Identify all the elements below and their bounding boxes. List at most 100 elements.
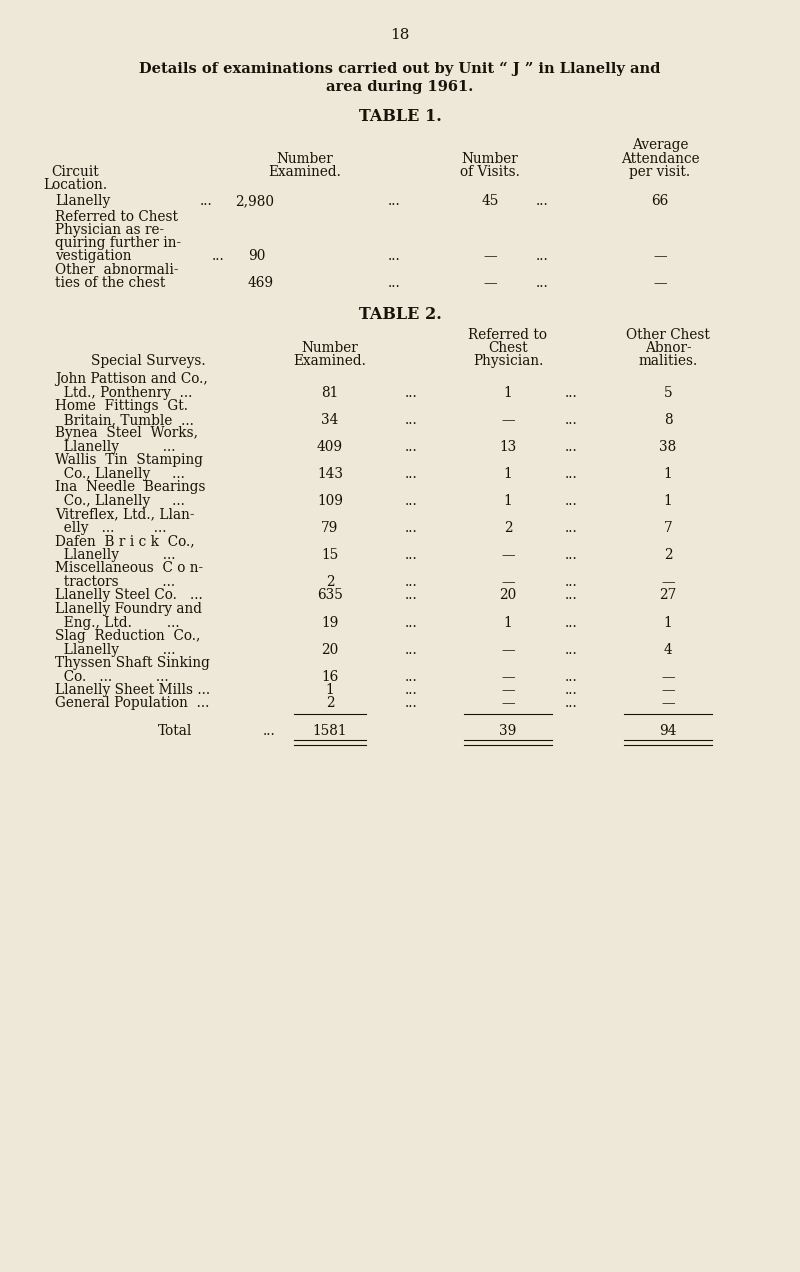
Text: Eng., Ltd.        ...: Eng., Ltd. ... — [55, 616, 180, 630]
Text: vestigation: vestigation — [55, 249, 131, 263]
Text: 38: 38 — [659, 440, 677, 454]
Text: 20: 20 — [322, 644, 338, 658]
Text: 20: 20 — [499, 588, 517, 602]
Text: ...: ... — [565, 670, 578, 684]
Text: malities.: malities. — [638, 354, 698, 368]
Text: Britain, Tumble  ...: Britain, Tumble ... — [55, 413, 194, 427]
Text: —: — — [653, 276, 667, 290]
Text: Co.   ...          ...: Co. ... ... — [55, 670, 169, 684]
Text: 409: 409 — [317, 440, 343, 454]
Text: Llanelly          ...: Llanelly ... — [55, 440, 175, 454]
Text: ...: ... — [565, 385, 578, 399]
Text: Other Chest: Other Chest — [626, 328, 710, 342]
Text: ...: ... — [565, 522, 578, 536]
Text: ...: ... — [405, 522, 418, 536]
Text: ...: ... — [388, 249, 401, 263]
Text: Examined.: Examined. — [269, 165, 342, 179]
Text: Average: Average — [632, 137, 688, 151]
Text: ...: ... — [565, 588, 578, 602]
Text: ...: ... — [536, 249, 549, 263]
Text: ...: ... — [405, 467, 418, 481]
Text: Special Surveys.: Special Surveys. — [90, 354, 206, 368]
Text: John Pattison and Co.,: John Pattison and Co., — [55, 371, 208, 385]
Text: Ina  Needle  Bearings: Ina Needle Bearings — [55, 480, 206, 494]
Text: Thyssen Shaft Sinking: Thyssen Shaft Sinking — [55, 656, 210, 670]
Text: ...: ... — [405, 413, 418, 427]
Text: Number: Number — [302, 341, 358, 355]
Text: ...: ... — [565, 575, 578, 589]
Text: Abnor-: Abnor- — [645, 341, 691, 355]
Text: 1: 1 — [664, 467, 672, 481]
Text: Physician as re-: Physician as re- — [55, 223, 164, 237]
Text: 45: 45 — [482, 195, 498, 209]
Text: Circuit: Circuit — [51, 165, 99, 179]
Text: Bynea  Steel  Works,: Bynea Steel Works, — [55, 426, 198, 440]
Text: Attendance: Attendance — [621, 151, 699, 167]
Text: —: — — [501, 683, 515, 697]
Text: of Visits.: of Visits. — [460, 165, 520, 179]
Text: TABLE 2.: TABLE 2. — [358, 307, 442, 323]
Text: Total: Total — [158, 724, 192, 738]
Text: ...: ... — [565, 616, 578, 630]
Text: Llanelly: Llanelly — [55, 195, 110, 209]
Text: TABLE 1.: TABLE 1. — [358, 108, 442, 125]
Text: ...: ... — [405, 575, 418, 589]
Text: area during 1961.: area during 1961. — [326, 80, 474, 94]
Text: 143: 143 — [317, 467, 343, 481]
Text: 27: 27 — [659, 588, 677, 602]
Text: 1: 1 — [664, 494, 672, 508]
Text: 34: 34 — [322, 413, 338, 427]
Text: ...: ... — [565, 644, 578, 658]
Text: Ltd., Ponthenry  ...: Ltd., Ponthenry ... — [55, 385, 192, 399]
Text: ...: ... — [536, 195, 549, 209]
Text: Referred to: Referred to — [469, 328, 547, 342]
Text: —: — — [661, 575, 675, 589]
Text: Referred to Chest: Referred to Chest — [55, 210, 178, 224]
Text: General Population  ...: General Population ... — [55, 696, 210, 710]
Text: ...: ... — [565, 548, 578, 562]
Text: ...: ... — [388, 195, 401, 209]
Text: —: — — [661, 683, 675, 697]
Text: —: — — [501, 413, 515, 427]
Text: ...: ... — [405, 683, 418, 697]
Text: 2,980: 2,980 — [235, 195, 274, 209]
Text: 1: 1 — [504, 494, 512, 508]
Text: Location.: Location. — [43, 178, 107, 192]
Text: ...: ... — [405, 616, 418, 630]
Text: Llanelly Foundry and: Llanelly Foundry and — [55, 602, 202, 616]
Text: 7: 7 — [664, 522, 672, 536]
Text: 1: 1 — [664, 616, 672, 630]
Text: Other  abnormali-: Other abnormali- — [55, 263, 178, 277]
Text: Number: Number — [277, 151, 334, 167]
Text: 19: 19 — [322, 616, 338, 630]
Text: ...: ... — [565, 413, 578, 427]
Text: ...: ... — [565, 440, 578, 454]
Text: Vitreflex, Ltd., Llan-: Vitreflex, Ltd., Llan- — [55, 508, 194, 522]
Text: Wallis  Tin  Stamping: Wallis Tin Stamping — [55, 453, 203, 467]
Text: —: — — [483, 276, 497, 290]
Text: —: — — [661, 696, 675, 710]
Text: Co., Llanelly     ...: Co., Llanelly ... — [55, 467, 185, 481]
Text: 15: 15 — [322, 548, 338, 562]
Text: Home  Fittings  Gt.: Home Fittings Gt. — [55, 399, 188, 413]
Text: Dafen  B r i c k  Co.,: Dafen B r i c k Co., — [55, 534, 194, 548]
Text: 90: 90 — [248, 249, 266, 263]
Text: 2: 2 — [504, 522, 512, 536]
Text: ...: ... — [263, 724, 276, 738]
Text: 2: 2 — [664, 548, 672, 562]
Text: 469: 469 — [248, 276, 274, 290]
Text: 1: 1 — [504, 385, 512, 399]
Text: 1: 1 — [504, 467, 512, 481]
Text: ...: ... — [565, 494, 578, 508]
Text: ...: ... — [405, 588, 418, 602]
Text: —: — — [501, 670, 515, 684]
Text: Llanelly          ...: Llanelly ... — [55, 644, 175, 658]
Text: 18: 18 — [390, 28, 410, 42]
Text: 1581: 1581 — [313, 724, 347, 738]
Text: 39: 39 — [499, 724, 517, 738]
Text: Llanelly Steel Co.   ...: Llanelly Steel Co. ... — [55, 588, 202, 602]
Text: Chest: Chest — [488, 341, 528, 355]
Text: Slag  Reduction  Co.,: Slag Reduction Co., — [55, 628, 200, 644]
Text: 1: 1 — [326, 683, 334, 697]
Text: 13: 13 — [499, 440, 517, 454]
